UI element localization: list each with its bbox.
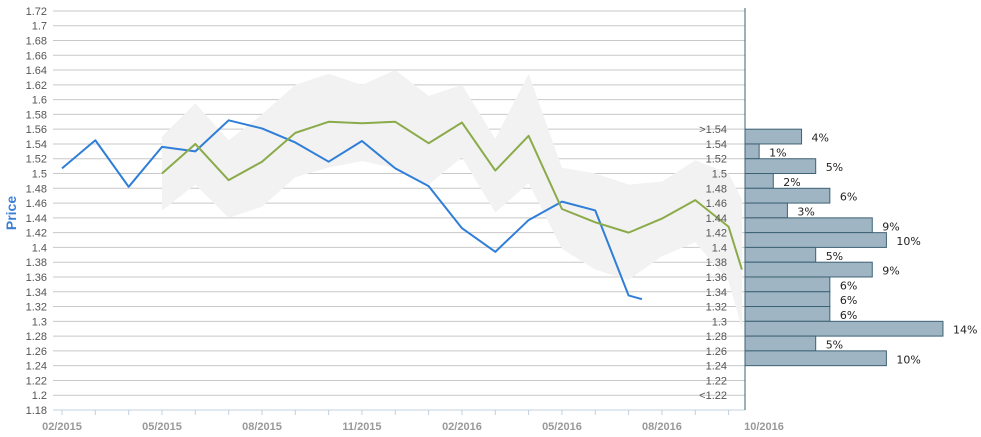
histogram-bar xyxy=(744,320,944,337)
histogram-axis-label: 1.54 xyxy=(706,139,727,151)
histogram-bar-label: 6% xyxy=(840,294,857,307)
histogram-bar xyxy=(744,202,788,219)
y-tick-label: 1.5 xyxy=(32,169,47,181)
y-axis-title: Price xyxy=(3,196,19,230)
histogram-bar xyxy=(744,335,817,352)
y-tick-label: 1.72 xyxy=(26,6,47,18)
y-tick-label: 1.62 xyxy=(26,80,47,92)
y-tick-label: 1.18 xyxy=(26,405,47,417)
histogram-bar-label: 6% xyxy=(840,309,857,322)
y-axis: 1.18 1.2 1.22 1.24 1.26 1.28 1.3 1.32 1.34 1.36 1.… xyxy=(26,6,47,417)
y-tick-label: 1.48 xyxy=(26,183,47,195)
histogram-bar-label: 14% xyxy=(953,324,977,337)
histogram-bar-label: 6% xyxy=(840,279,857,292)
histogram-bar-label: 4% xyxy=(812,132,829,145)
histogram-axis-label: 1.42 xyxy=(706,228,727,240)
histogram-axis-label: 1.32 xyxy=(706,302,727,314)
x-tick-label: 08/2015 xyxy=(242,421,282,433)
histogram-bar xyxy=(744,350,887,367)
histogram-bar-label: 9% xyxy=(882,220,899,233)
histogram-bar xyxy=(744,306,831,322)
histogram-axis-label: 1.52 xyxy=(706,154,727,166)
histogram-axis-label: 1.38 xyxy=(706,257,727,269)
histogram-axis-label: 1.24 xyxy=(706,361,727,373)
histogram-axis-label: 1.34 xyxy=(706,287,727,299)
actual-price-line xyxy=(61,119,643,301)
forecast-price-line xyxy=(161,120,743,270)
y-tick-label: 1.46 xyxy=(26,198,47,210)
histogram-axis-label: 1.46 xyxy=(706,198,727,210)
y-tick-label: 1.7 xyxy=(32,21,47,33)
y-tick-label: 1.58 xyxy=(26,109,47,121)
y-tick-label: 1.52 xyxy=(26,154,47,166)
y-tick-label: 1.3 xyxy=(32,316,47,328)
histogram-axis-label: 1.22 xyxy=(706,375,727,387)
y-tick-label: 1.44 xyxy=(26,213,47,225)
histogram-bar xyxy=(744,261,873,278)
y-tick-label: 1.24 xyxy=(26,361,47,373)
histogram-bar xyxy=(744,276,831,293)
histogram-axis-label: 1.48 xyxy=(706,183,727,195)
histogram: >1.54 1.54 1.52 1.5 1.48 1.46 1.44 1.42 1.4 1.38 1… xyxy=(699,124,977,402)
y-tick-label: 1.26 xyxy=(26,346,47,358)
forecast-band xyxy=(161,70,742,329)
histogram-axis-label: 1.3 xyxy=(712,316,727,328)
histogram-bar xyxy=(744,143,760,160)
y-tick-label: 1.56 xyxy=(26,124,47,136)
histogram-bar xyxy=(744,158,817,175)
y-tick-label: 1.4 xyxy=(32,242,47,254)
histogram-axis-label: 1.4 xyxy=(712,242,727,254)
histogram-axis-label: 1.28 xyxy=(706,331,727,343)
histogram-bar-label: 5% xyxy=(826,161,843,174)
histogram-bar-label: 3% xyxy=(797,205,814,218)
histogram-axis-label: 1.26 xyxy=(706,346,727,358)
y-tick-label: 1.66 xyxy=(26,50,47,62)
y-tick-label: 1.22 xyxy=(26,375,47,387)
y-tick-label: 1.54 xyxy=(26,139,47,151)
y-tick-label: 1.6 xyxy=(32,95,47,107)
y-tick-label: 1.34 xyxy=(26,287,47,299)
x-tick-label: 02/2015 xyxy=(42,421,82,433)
histogram-bar-label: 10% xyxy=(896,235,920,248)
histogram-axis-label: >1.54 xyxy=(699,124,727,136)
histogram-bar-label: 2% xyxy=(783,176,800,189)
histogram-bar xyxy=(744,217,873,234)
histogram-bar-label: 5% xyxy=(826,338,843,351)
histogram-bar xyxy=(744,187,831,204)
y-tick-label: 1.2 xyxy=(32,390,47,402)
y-tick-label: 1.36 xyxy=(26,272,47,284)
y-tick-label: 1.38 xyxy=(26,257,47,269)
x-tick-label: 11/2015 xyxy=(342,421,381,433)
histogram-axis-label: 1.36 xyxy=(706,272,727,284)
histogram-bar xyxy=(744,246,817,263)
histogram-bar-label: 5% xyxy=(826,250,843,263)
forecast-band-area xyxy=(161,70,742,329)
y-tick-label: 1.42 xyxy=(26,228,47,240)
histogram-bar-label: 10% xyxy=(896,353,920,366)
histogram-bar xyxy=(744,291,831,308)
x-tick-label: 02/2016 xyxy=(442,421,482,433)
x-tick-label: 10/2016 xyxy=(744,421,784,433)
histogram-bar-label: 1% xyxy=(769,146,786,159)
histogram-bar xyxy=(744,232,887,248)
histogram-axis-label: 1.5 xyxy=(712,169,727,181)
x-tick-label: 05/2016 xyxy=(542,421,582,433)
histogram-bar-label: 6% xyxy=(840,191,857,204)
series-lines xyxy=(61,119,743,301)
x-tick-label: 05/2015 xyxy=(142,421,182,433)
x-axis: 02/2015 05/2015 08/2015 11/2015 02/2016 05/20… xyxy=(42,8,784,433)
y-tick-label: 1.32 xyxy=(26,302,47,314)
x-tick-label: 08/2016 xyxy=(642,421,682,433)
y-tick-label: 1.68 xyxy=(26,36,47,48)
histogram-axis-label: <1.22 xyxy=(699,390,727,402)
y-tick-label: 1.64 xyxy=(26,65,47,77)
histogram-bar xyxy=(744,128,803,145)
histogram-bar xyxy=(744,173,774,189)
histogram-bar-label: 9% xyxy=(882,265,899,278)
histogram-axis-label: 1.44 xyxy=(706,213,727,225)
y-tick-label: 1.28 xyxy=(26,331,47,343)
